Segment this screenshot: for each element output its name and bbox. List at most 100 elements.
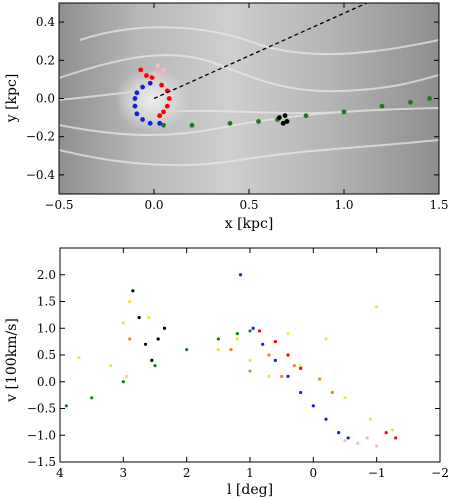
bottom-data-point bbox=[390, 428, 395, 432]
bottom-data-point bbox=[121, 321, 125, 325]
bottom-data-point bbox=[324, 417, 328, 421]
top-series-2 bbox=[151, 63, 166, 78]
bottom-data-point bbox=[375, 444, 379, 448]
bottom-data-point bbox=[286, 332, 290, 336]
top-data-point bbox=[134, 90, 140, 96]
top-y-tick-label: 0.2 bbox=[36, 53, 55, 67]
top-data-point bbox=[134, 111, 140, 117]
bottom-data-point bbox=[337, 430, 341, 435]
bottom-series-3 bbox=[131, 289, 167, 362]
top-data-point bbox=[147, 120, 153, 126]
bottom-data-point bbox=[346, 436, 350, 440]
bottom-data-point bbox=[248, 369, 252, 373]
top-data-point bbox=[149, 75, 155, 80]
top-series-0 bbox=[132, 80, 163, 126]
top-data-point bbox=[151, 71, 157, 77]
bottom-data-point bbox=[238, 273, 243, 277]
top-data-point bbox=[140, 117, 146, 122]
top-data-point bbox=[427, 96, 432, 101]
density-map-texture bbox=[59, 26, 439, 167]
top-data-point bbox=[303, 113, 309, 119]
top-data-point bbox=[379, 103, 385, 109]
top-data-point bbox=[189, 122, 195, 128]
top-data-point bbox=[282, 113, 288, 119]
bottom-y-tick-label: −0.5 bbox=[27, 402, 56, 416]
bottom-data-point bbox=[185, 348, 189, 352]
top-data-point bbox=[280, 120, 286, 126]
bottom-y-tick-label: 2.0 bbox=[37, 268, 56, 282]
top-y-tick-label: −0.4 bbox=[26, 168, 56, 182]
bottom-data-point bbox=[280, 374, 284, 378]
bottom-data-point bbox=[356, 441, 360, 445]
bottom-data-point bbox=[124, 374, 129, 378]
top-data-point bbox=[256, 119, 261, 124]
bottom-data-point bbox=[299, 390, 303, 395]
bottom-series-6 bbox=[343, 436, 379, 448]
top-y-tick-label: 0.4 bbox=[36, 15, 55, 29]
bottom-plot-background bbox=[60, 248, 440, 462]
bottom-x-tick-label: 0 bbox=[310, 466, 318, 480]
bottom-data-point bbox=[384, 430, 388, 435]
top-data-point bbox=[161, 109, 166, 115]
bottom-data-point bbox=[77, 356, 81, 360]
bottom-data-point bbox=[143, 342, 148, 346]
bottom-data-point bbox=[162, 326, 167, 330]
bottom-data-point bbox=[248, 358, 252, 362]
bottom-data-point bbox=[273, 340, 277, 344]
top-data-point bbox=[140, 84, 146, 90]
bottom-data-point bbox=[273, 358, 277, 362]
top-data-point bbox=[157, 113, 163, 119]
top-data-point bbox=[164, 103, 170, 109]
bottom-data-point bbox=[90, 396, 94, 400]
bottom-x-tick-label: 3 bbox=[120, 466, 128, 480]
bottom-data-point bbox=[121, 380, 125, 384]
bottom-data-point bbox=[131, 289, 135, 293]
bottom-data-point bbox=[216, 348, 220, 352]
top-data-point bbox=[157, 73, 163, 78]
bottom-data-point bbox=[147, 315, 151, 320]
bottom-data-point bbox=[267, 374, 271, 378]
bottom-data-point bbox=[365, 436, 369, 440]
bottom-data-point bbox=[109, 364, 113, 368]
top-x-tick-label: 1.0 bbox=[334, 198, 353, 212]
bottom-x-tick-label: −1 bbox=[368, 466, 386, 480]
bottom-series-1 bbox=[128, 337, 334, 395]
bottom-x-tick-label: 4 bbox=[56, 466, 64, 480]
bottom-data-point bbox=[330, 390, 334, 395]
top-data-point bbox=[157, 120, 163, 126]
bottom-data-point bbox=[368, 417, 372, 421]
bottom-data-point bbox=[292, 364, 296, 368]
bottom-data-point bbox=[299, 366, 303, 370]
bottom-data-point bbox=[286, 374, 290, 378]
bottom-data-point bbox=[299, 364, 303, 368]
top-data-point bbox=[161, 122, 166, 128]
top-data-point bbox=[408, 99, 413, 105]
top-data-point bbox=[132, 103, 138, 109]
bottom-data-point bbox=[318, 377, 322, 381]
bottom-series-4 bbox=[238, 273, 350, 440]
bottom-data-point bbox=[267, 353, 271, 357]
bottom-series-2 bbox=[64, 329, 252, 408]
top-x-tick-label: 0.0 bbox=[144, 198, 163, 212]
bottom-x-tick-label: 1 bbox=[246, 466, 254, 480]
bottom-data-point bbox=[286, 353, 290, 357]
bottom-y-tick-label: 1.5 bbox=[37, 295, 56, 309]
top-data-point bbox=[144, 73, 149, 78]
bottom-data-point bbox=[257, 329, 262, 333]
top-data-point bbox=[159, 82, 165, 88]
top-y-tick-label: 0.0 bbox=[36, 92, 55, 106]
top-data-point bbox=[284, 119, 290, 124]
bottom-data-point bbox=[311, 404, 315, 408]
top-series-5 bbox=[153, 3, 368, 100]
bottom-data-point bbox=[128, 299, 132, 304]
top-data-point bbox=[147, 80, 153, 86]
bottom-data-point bbox=[153, 364, 157, 368]
top-y-tick-label: −0.2 bbox=[26, 130, 55, 144]
top-data-point bbox=[138, 67, 144, 73]
bottom-data-point bbox=[216, 337, 220, 341]
bottom-y-tick-label: −1.0 bbox=[27, 428, 56, 442]
bottom-data-point bbox=[156, 337, 160, 341]
top-series-3 bbox=[161, 96, 432, 128]
top-x-tick-label: 1.5 bbox=[429, 198, 448, 212]
